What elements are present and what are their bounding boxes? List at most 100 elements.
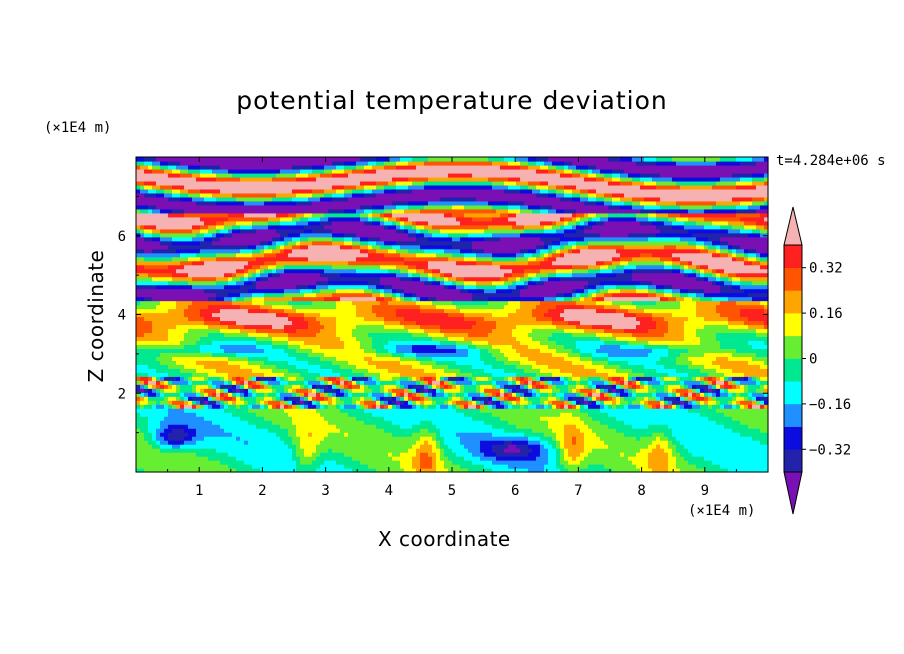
field-cell: [556, 400, 561, 405]
field-cell: [308, 428, 313, 433]
field-cell: [532, 440, 537, 445]
field-cell: [492, 424, 497, 429]
field-cell: [520, 368, 525, 373]
field-cell: [620, 444, 625, 449]
field-cell: [424, 424, 429, 429]
field-cell: [272, 352, 277, 357]
field-cell: [252, 388, 257, 393]
field-cell: [468, 404, 473, 409]
field-cell: [216, 404, 221, 409]
field-cell: [636, 444, 641, 449]
field-cell: [268, 436, 273, 441]
field-cell: [256, 452, 261, 457]
field-cell: [444, 460, 449, 465]
field-cell: [380, 412, 385, 417]
field-cell: [488, 364, 493, 369]
field-cell: [412, 412, 417, 417]
field-cell: [272, 376, 277, 381]
field-cell: [312, 380, 317, 385]
field-cell: [260, 404, 265, 409]
field-cell: [676, 416, 681, 421]
field-cell: [532, 404, 537, 409]
field-cell: [236, 368, 241, 373]
field-cell: [564, 424, 569, 429]
field-cell: [728, 420, 733, 425]
field-cell: [332, 360, 337, 365]
field-cell: [612, 408, 617, 413]
field-cell: [692, 444, 697, 449]
field-cell: [232, 456, 237, 461]
field-cell: [320, 364, 325, 369]
field-cell: [432, 440, 437, 445]
field-cell: [332, 380, 337, 385]
field-cell: [580, 432, 585, 437]
field-cell: [516, 444, 521, 449]
field-cell: [480, 360, 485, 365]
field-cell: [696, 468, 701, 473]
field-cell: [436, 392, 441, 397]
field-cell: [604, 404, 609, 409]
field-cell: [196, 396, 201, 401]
field-cell: [288, 456, 293, 461]
field-cell: [540, 360, 545, 365]
field-cell: [620, 460, 625, 465]
field-cell: [364, 364, 369, 369]
field-cell: [256, 380, 261, 385]
field-cell: [296, 384, 301, 389]
field-cell: [328, 400, 333, 405]
field-cell: [656, 360, 661, 365]
field-cell: [260, 348, 265, 353]
field-cell: [368, 388, 373, 393]
field-cell: [308, 348, 313, 353]
field-cell: [520, 428, 525, 433]
field-cell: [188, 432, 193, 437]
field-cell: [472, 368, 477, 373]
field-cell: [584, 392, 589, 397]
field-cell: [728, 372, 733, 377]
field-cell: [260, 416, 265, 421]
field-cell: [612, 444, 617, 449]
field-cell: [352, 460, 357, 465]
field-cell: [412, 364, 417, 369]
field-cell: [236, 456, 241, 461]
field-cell: [208, 416, 213, 421]
field-cell: [656, 468, 661, 473]
field-cell: [616, 404, 621, 409]
field-cell: [564, 380, 569, 385]
field-cell: [516, 380, 521, 385]
field-cell: [364, 424, 369, 429]
field-cell: [240, 384, 245, 389]
field-cell: [192, 348, 197, 353]
field-cell: [172, 460, 177, 465]
field-cell: [660, 420, 665, 425]
field-cell: [204, 400, 209, 405]
field-cell: [264, 444, 269, 449]
field-cell: [624, 468, 629, 473]
field-cell: [500, 376, 505, 381]
field-cell: [668, 428, 673, 433]
field-cell: [648, 360, 653, 365]
field-cell: [628, 464, 633, 469]
field-cell: [604, 440, 609, 445]
field-cell: [696, 392, 701, 397]
field-cell: [648, 432, 653, 437]
field-cell: [248, 464, 253, 469]
field-cell: [420, 424, 425, 429]
field-cell: [296, 452, 301, 457]
field-cell: [172, 360, 177, 365]
field-cell: [620, 364, 625, 369]
field-cell: [496, 412, 501, 417]
field-cell: [676, 404, 681, 409]
field-cell: [156, 372, 161, 377]
field-cell: [536, 452, 541, 457]
field-cell: [540, 444, 545, 449]
field-cell: [440, 396, 445, 401]
field-cell: [628, 356, 633, 361]
field-cell: [188, 424, 193, 429]
field-cell: [316, 420, 321, 425]
field-cell: [572, 444, 577, 449]
field-cell: [644, 404, 649, 409]
field-cell: [512, 420, 517, 425]
field-cell: [444, 348, 449, 353]
field-cell: [208, 460, 213, 465]
